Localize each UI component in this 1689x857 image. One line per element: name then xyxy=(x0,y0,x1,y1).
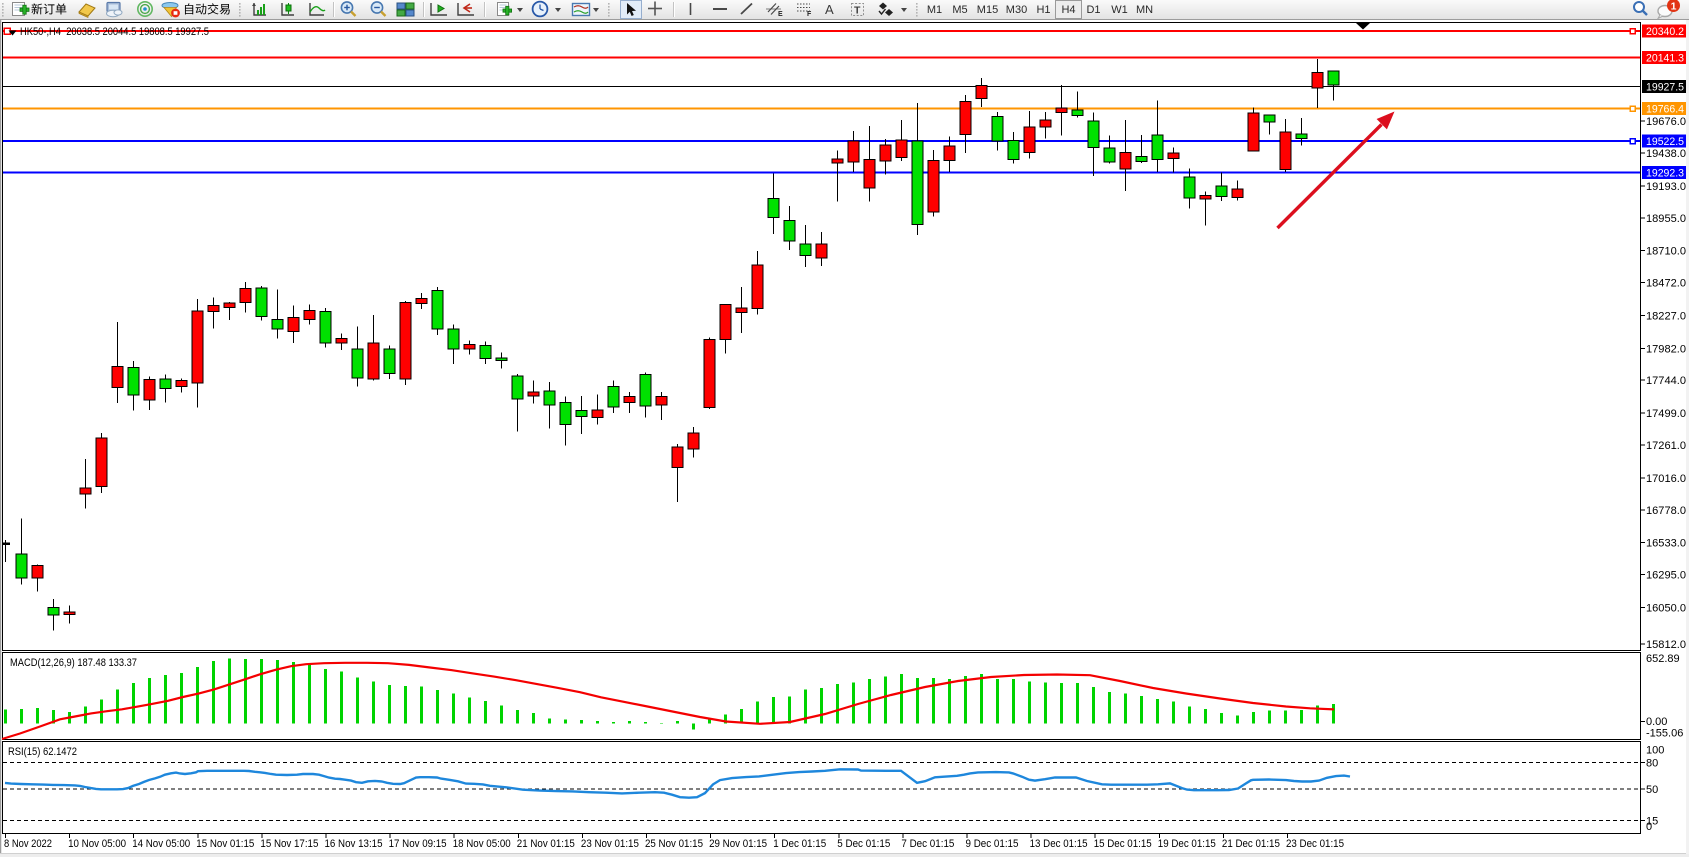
svg-text:17499.0: 17499.0 xyxy=(1646,408,1686,420)
svg-text:5 Dec 01:15: 5 Dec 01:15 xyxy=(837,838,890,850)
svg-text:M5: M5 xyxy=(952,4,967,16)
svg-text:T: T xyxy=(854,5,861,17)
svg-text:15 Nov 17:15: 15 Nov 17:15 xyxy=(260,838,318,850)
svg-text:18227.0: 18227.0 xyxy=(1646,310,1686,322)
svg-text:1: 1 xyxy=(1671,1,1677,13)
svg-text:80: 80 xyxy=(1646,758,1658,770)
svg-text:19438.0: 19438.0 xyxy=(1646,148,1686,160)
svg-text:W1: W1 xyxy=(1111,4,1128,16)
svg-text:16 Nov 13:15: 16 Nov 13:15 xyxy=(325,838,383,850)
svg-text:M1: M1 xyxy=(927,4,942,16)
svg-text:21 Nov 01:15: 21 Nov 01:15 xyxy=(517,838,575,850)
svg-text:H4: H4 xyxy=(1061,4,1075,16)
svg-text:D1: D1 xyxy=(1086,4,1100,16)
svg-text:50: 50 xyxy=(1646,784,1658,796)
svg-text:25 Nov 01:15: 25 Nov 01:15 xyxy=(645,838,703,850)
svg-text:16295.0: 16295.0 xyxy=(1646,570,1686,582)
svg-text:21 Dec 01:15: 21 Dec 01:15 xyxy=(1222,838,1280,850)
svg-text:16778.0: 16778.0 xyxy=(1646,505,1686,517)
svg-text:HK50-,H4 20038.5 20044.5 1980: HK50-,H4 20038.5 20044.5 19808.5 19927.5 xyxy=(20,26,209,38)
svg-text:13 Dec 01:15: 13 Dec 01:15 xyxy=(1030,838,1088,850)
svg-text:15812.0: 15812.0 xyxy=(1646,639,1686,651)
svg-text:15 Dec 01:15: 15 Dec 01:15 xyxy=(1094,838,1152,850)
svg-text:16050.0: 16050.0 xyxy=(1646,602,1686,614)
svg-text:0.00: 0.00 xyxy=(1646,716,1667,728)
svg-text:19193.0: 19193.0 xyxy=(1646,181,1686,193)
svg-text:18955.0: 18955.0 xyxy=(1646,213,1686,225)
svg-text:23 Dec 01:15: 23 Dec 01:15 xyxy=(1286,838,1344,850)
svg-text:18472.0: 18472.0 xyxy=(1646,278,1686,290)
svg-text:M15: M15 xyxy=(977,4,998,16)
svg-text:17016.0: 17016.0 xyxy=(1646,473,1686,485)
svg-text:17744.0: 17744.0 xyxy=(1646,375,1686,387)
svg-text:F: F xyxy=(807,11,812,18)
svg-text:RSI(15) 62.1472: RSI(15) 62.1472 xyxy=(8,746,77,758)
svg-text:7 Dec 01:15: 7 Dec 01:15 xyxy=(901,838,954,850)
svg-text:19522.5: 19522.5 xyxy=(1646,136,1684,148)
svg-text:H1: H1 xyxy=(1036,4,1050,16)
svg-text:18710.0: 18710.0 xyxy=(1646,246,1686,258)
svg-text:20141.3: 20141.3 xyxy=(1646,53,1684,65)
svg-text:14 Nov 05:00: 14 Nov 05:00 xyxy=(132,838,190,850)
svg-text:10 Nov 05:00: 10 Nov 05:00 xyxy=(68,838,126,850)
svg-text:M30: M30 xyxy=(1006,4,1027,16)
svg-text:1 Dec 01:15: 1 Dec 01:15 xyxy=(773,838,826,850)
svg-text:15 Nov 01:15: 15 Nov 01:15 xyxy=(196,838,254,850)
svg-text:15: 15 xyxy=(1646,816,1658,828)
svg-text:29 Nov 01:15: 29 Nov 01:15 xyxy=(709,838,767,850)
svg-text:19 Dec 01:15: 19 Dec 01:15 xyxy=(1158,838,1216,850)
svg-text:17982.0: 17982.0 xyxy=(1646,343,1686,355)
svg-text:23 Nov 01:15: 23 Nov 01:15 xyxy=(581,838,639,850)
svg-text:19676.0: 19676.0 xyxy=(1646,116,1686,128)
svg-text:MN: MN xyxy=(1136,4,1153,16)
svg-text:100: 100 xyxy=(1646,745,1664,757)
svg-text:-155.06: -155.06 xyxy=(1646,728,1683,740)
svg-text:A: A xyxy=(825,2,834,17)
svg-text:9 Dec 01:15: 9 Dec 01:15 xyxy=(966,838,1019,850)
svg-text:0: 0 xyxy=(1646,821,1652,833)
svg-text:19292.3: 19292.3 xyxy=(1646,168,1684,180)
svg-text:E: E xyxy=(778,11,783,18)
svg-text:652.89: 652.89 xyxy=(1646,653,1680,665)
svg-text:16533.0: 16533.0 xyxy=(1646,538,1686,550)
svg-text:MACD(12,26,9) 187.48 133.37: MACD(12,26,9) 187.48 133.37 xyxy=(10,657,137,669)
svg-text:20340.2: 20340.2 xyxy=(1646,26,1684,38)
svg-text:17261.0: 17261.0 xyxy=(1646,440,1686,452)
svg-text:18 Nov 05:00: 18 Nov 05:00 xyxy=(453,838,511,850)
svg-text:17 Nov 09:15: 17 Nov 09:15 xyxy=(389,838,447,850)
svg-text:8 Nov 2022: 8 Nov 2022 xyxy=(4,838,52,850)
svg-text:19927.5: 19927.5 xyxy=(1646,82,1684,94)
svg-text:19766.4: 19766.4 xyxy=(1646,104,1684,116)
